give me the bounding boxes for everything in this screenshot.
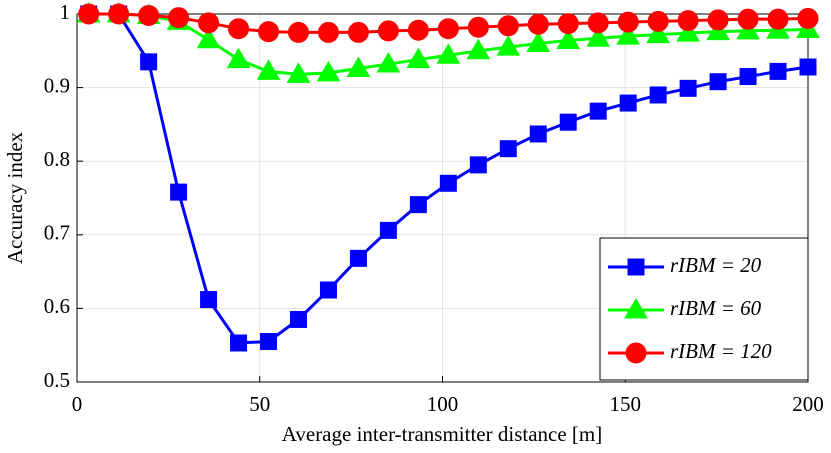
marker — [198, 12, 220, 34]
x-tick-label: 200 — [792, 392, 824, 416]
marker — [138, 4, 160, 26]
marker — [557, 13, 579, 35]
y-tick-label: 0.5 — [44, 368, 70, 392]
marker — [409, 196, 427, 214]
marker — [739, 68, 757, 86]
marker — [707, 9, 729, 31]
marker — [437, 18, 459, 40]
marker — [466, 38, 491, 60]
marker — [529, 125, 547, 143]
y-tick-label: 0.9 — [44, 73, 70, 97]
marker — [260, 333, 278, 351]
marker — [589, 102, 607, 120]
marker — [78, 3, 100, 25]
marker — [587, 12, 609, 34]
marker — [496, 35, 521, 56]
marker — [677, 10, 699, 32]
marker — [619, 94, 637, 112]
x-tick-label: 150 — [610, 392, 642, 416]
marker — [258, 21, 280, 43]
marker — [376, 52, 401, 73]
marker — [228, 18, 250, 40]
x-axis-label: Average inter-transmitter distance [m] — [282, 422, 602, 446]
marker — [286, 62, 311, 83]
marker — [616, 24, 641, 45]
marker — [256, 59, 281, 80]
marker — [769, 62, 787, 80]
marker — [737, 8, 759, 30]
marker — [497, 15, 519, 37]
marker — [316, 60, 341, 82]
marker — [407, 19, 429, 41]
x-tick-label: 100 — [427, 392, 459, 416]
marker — [379, 221, 397, 239]
marker — [377, 20, 399, 42]
x-tick-label: 50 — [249, 392, 270, 416]
marker — [586, 26, 611, 47]
plot-frame — [76, 13, 809, 383]
marker — [317, 21, 339, 43]
marker — [624, 298, 648, 319]
marker — [406, 47, 431, 69]
marker — [617, 11, 639, 33]
y-tick-label: 0.6 — [44, 294, 70, 318]
y-tick-label: 0.7 — [44, 221, 70, 245]
marker — [627, 258, 645, 276]
marker — [467, 16, 489, 38]
marker — [469, 156, 487, 174]
y-tick-label: 0.8 — [44, 147, 70, 171]
marker — [646, 22, 671, 44]
marker — [230, 334, 248, 352]
marker — [347, 21, 369, 43]
x-tick-label: 0 — [72, 392, 83, 416]
marker — [319, 281, 337, 299]
marker — [108, 3, 130, 25]
marker — [679, 79, 697, 97]
marker — [649, 86, 667, 104]
marker — [556, 28, 581, 49]
marker — [170, 183, 188, 201]
marker — [799, 58, 817, 76]
marker — [527, 13, 549, 35]
marker — [346, 56, 371, 77]
marker — [287, 21, 309, 43]
marker — [526, 31, 551, 52]
marker — [289, 310, 307, 328]
marker — [647, 10, 669, 32]
marker — [676, 21, 700, 42]
marker — [226, 47, 251, 69]
legend-label: rIBM = 60 — [670, 296, 762, 320]
y-tick-label: 1 — [60, 0, 71, 24]
marker — [709, 73, 727, 91]
marker — [767, 8, 789, 30]
legend-label: rIBM = 120 — [670, 339, 772, 363]
marker — [439, 174, 457, 192]
y-axis-label: Accuracy index — [3, 131, 27, 264]
marker — [140, 53, 158, 71]
marker — [436, 43, 461, 64]
marker — [349, 249, 367, 267]
marker — [196, 27, 221, 49]
legend-label: rIBM = 20 — [670, 253, 762, 277]
marker — [797, 7, 819, 29]
marker — [625, 342, 647, 364]
marker — [200, 291, 218, 309]
marker — [168, 7, 190, 29]
marker — [499, 140, 517, 158]
marker — [559, 113, 577, 131]
